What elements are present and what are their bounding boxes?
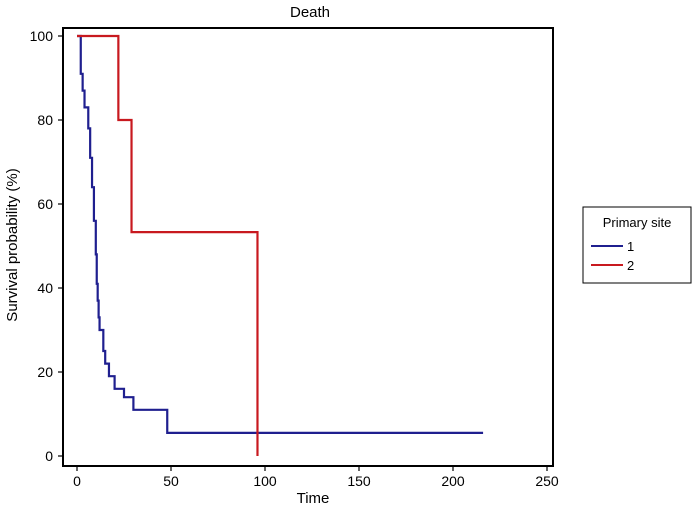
y-tick-label: 100	[30, 28, 54, 44]
x-tick-label: 0	[73, 473, 81, 489]
y-tick-label: 40	[37, 280, 53, 296]
y-tick-label: 60	[37, 196, 53, 212]
y-tick-label: 20	[37, 364, 53, 380]
y-tick-label: 0	[45, 448, 53, 464]
x-tick-label: 200	[441, 473, 465, 489]
y-axis: 0 20 40 60 80 100	[30, 28, 63, 464]
y-axis-label: Survival probability (%)	[4, 168, 21, 321]
x-tick-label: 100	[253, 473, 277, 489]
legend: Primary site 1 2	[582, 206, 692, 284]
legend-title: Primary site	[603, 215, 672, 230]
series-layer	[77, 34, 484, 456]
chart-title: Death	[290, 4, 330, 21]
x-axis-label: Time	[297, 490, 330, 507]
x-axis: 0 50 100 150 200 250	[73, 466, 559, 489]
x-tick-label: 150	[347, 473, 371, 489]
legend-label-1: 1	[627, 239, 634, 254]
x-tick-label: 250	[535, 473, 559, 489]
series-line-1	[77, 34, 484, 434]
legend-label-2: 2	[627, 258, 634, 273]
plot-frame	[62, 27, 554, 467]
series-line-2	[77, 34, 259, 456]
x-tick-label: 50	[163, 473, 179, 489]
y-tick-label: 80	[37, 112, 53, 128]
